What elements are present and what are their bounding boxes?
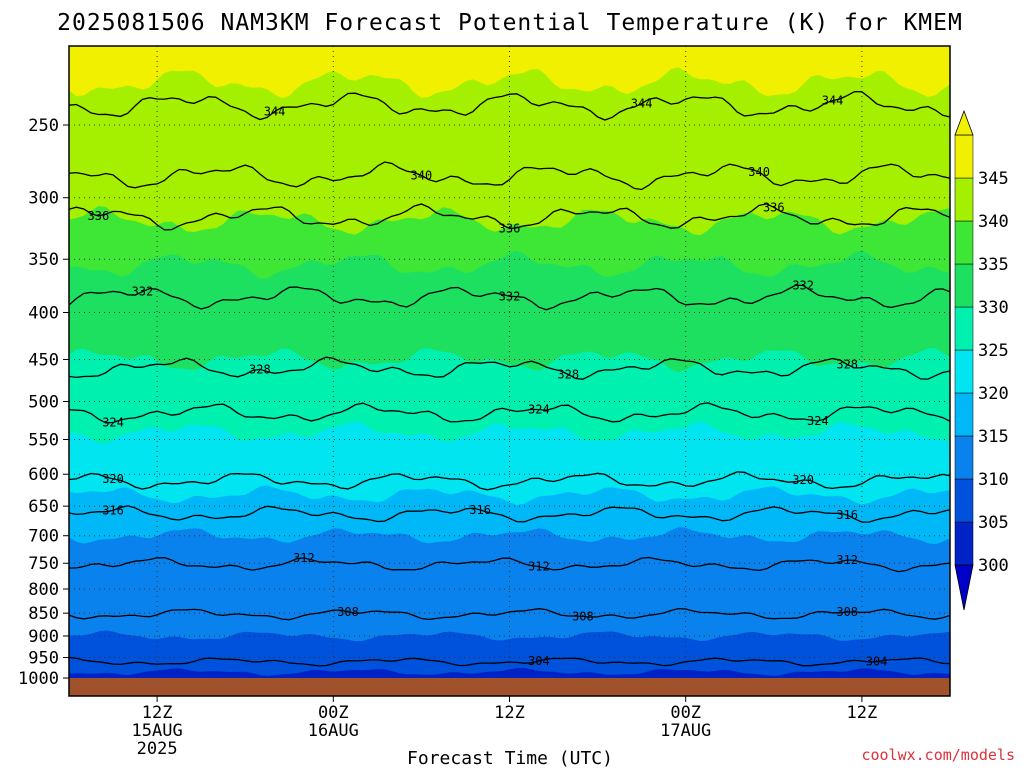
contour-label-308: 308 <box>836 605 858 619</box>
y-tick-label: 800 <box>28 580 59 600</box>
colorbar-segment-320 <box>954 349 974 394</box>
contour-label-332: 332 <box>132 285 154 299</box>
colorbar-label: 305 <box>978 513 1009 533</box>
contour-label-340: 340 <box>411 168 433 182</box>
contour-label-316: 316 <box>102 503 124 517</box>
contour-label-324: 324 <box>807 414 829 428</box>
x-axis-label: Forecast Time (UTC) <box>407 748 613 768</box>
colorbar-segment-315 <box>954 392 974 437</box>
contour-label-320: 320 <box>792 473 814 487</box>
contour-344 <box>69 90 950 121</box>
y-tick-label: 250 <box>28 116 59 136</box>
contour-label-344: 344 <box>822 94 844 108</box>
y-tick-label: 1000 <box>18 669 59 689</box>
chart-title: 2025081506 NAM3KM Forecast Potential Tem… <box>57 10 963 36</box>
colorbar-arrow-bottom <box>954 564 974 611</box>
colorbar-label: 335 <box>978 255 1009 275</box>
contour-label-304: 304 <box>528 654 550 668</box>
contour-fills <box>69 46 950 696</box>
terrain-strip <box>69 678 950 696</box>
y-tick-label: 950 <box>28 649 59 669</box>
contour-304 <box>69 656 950 667</box>
colorbar-label: 300 <box>978 556 1009 576</box>
contour-324 <box>69 402 950 424</box>
y-tick-label: 700 <box>28 527 59 547</box>
contour-label-312: 312 <box>528 560 550 574</box>
contour-332 <box>69 284 950 311</box>
contour-308 <box>69 607 950 621</box>
colorbar-segment-345 <box>954 134 974 179</box>
contour-label-328: 328 <box>836 357 858 371</box>
contour-label-316: 316 <box>836 508 858 522</box>
colorbar-label: 320 <box>978 384 1009 404</box>
x-tick-label: 12Z <box>494 703 525 723</box>
x-tick-label: 12Z <box>847 703 878 723</box>
contour-328 <box>69 356 950 380</box>
y-tick-label: 650 <box>28 497 59 517</box>
contour-label-324: 324 <box>528 403 550 417</box>
contour-label-344: 344 <box>631 97 653 111</box>
y-tick-label: 500 <box>28 393 59 413</box>
contour-label-308: 308 <box>572 609 594 623</box>
colorbar-label: 340 <box>978 212 1009 232</box>
colorbar-arrow-top <box>954 109 974 136</box>
y-axis: 250 300 350 400 450 500 550 600 650 700 750 800 850 9… <box>18 116 69 689</box>
contour-label-324: 324 <box>102 415 124 429</box>
contour-340 <box>69 161 950 191</box>
colorbar-segment-305 <box>954 478 974 523</box>
contour-label-312: 312 <box>836 553 858 567</box>
contour-label-316: 316 <box>469 503 491 517</box>
y-tick-label: 850 <box>28 604 59 624</box>
colorbar-label: 325 <box>978 341 1009 361</box>
colorbar-segment-330 <box>954 263 974 308</box>
colorbar-segment-340 <box>954 177 974 222</box>
contour-336 <box>69 203 950 231</box>
y-tick-label: 400 <box>28 303 59 323</box>
colorbar-label: 330 <box>978 298 1009 318</box>
contour-label-332: 332 <box>792 279 814 293</box>
y-tick-label: 350 <box>28 250 59 270</box>
colorbar-segment-325 <box>954 306 974 351</box>
colorbar-label: 345 <box>978 169 1009 189</box>
x-tick-label: 00Z <box>670 703 701 723</box>
contour-label-336: 336 <box>763 200 785 214</box>
colorbar-segment-310 <box>954 435 974 480</box>
contour-label-344: 344 <box>264 104 286 118</box>
contour-label-328: 328 <box>249 362 271 376</box>
y-tick-label: 750 <box>28 554 59 574</box>
credit-text: coolwx.com/models <box>861 746 1015 764</box>
contour-label-320: 320 <box>102 472 124 486</box>
contour-label-328: 328 <box>557 367 579 381</box>
y-tick-label: 550 <box>28 431 59 451</box>
colorbar-label: 310 <box>978 470 1009 490</box>
colorbar-label: 315 <box>978 427 1009 447</box>
x-tick-label: 00Z <box>318 703 349 723</box>
colorbar-segment-300 <box>954 521 974 566</box>
x-tick-label: 12Z <box>142 703 173 723</box>
contour-320 <box>69 471 950 491</box>
contour-lines: 304 304 308 308 308 312 312 312 316 316 316 320 320 3… <box>69 90 950 669</box>
contour-label-304: 304 <box>866 655 888 669</box>
contour-label-340: 340 <box>748 165 770 179</box>
x-tick-label: 2025 <box>137 739 178 759</box>
contour-label-332: 332 <box>499 289 521 303</box>
y-tick-label: 450 <box>28 350 59 370</box>
contour-316 <box>69 505 950 523</box>
y-tick-label: 300 <box>28 189 59 209</box>
x-tick-label: 17AUG <box>660 721 711 741</box>
contour-label-336: 336 <box>499 221 521 235</box>
x-tick-label: 15AUG <box>132 721 183 741</box>
contour-label-336: 336 <box>88 209 110 223</box>
x-tick-label: 16AUG <box>308 721 359 741</box>
y-tick-label: 600 <box>28 465 59 485</box>
colorbar: 300 305 310 315 320 325 330 335 340 345 <box>954 109 1009 611</box>
y-tick-label: 900 <box>28 627 59 647</box>
contour-312 <box>69 556 950 573</box>
contour-label-308: 308 <box>337 605 359 619</box>
colorbar-segment-335 <box>954 220 974 265</box>
contour-label-312: 312 <box>293 551 315 565</box>
